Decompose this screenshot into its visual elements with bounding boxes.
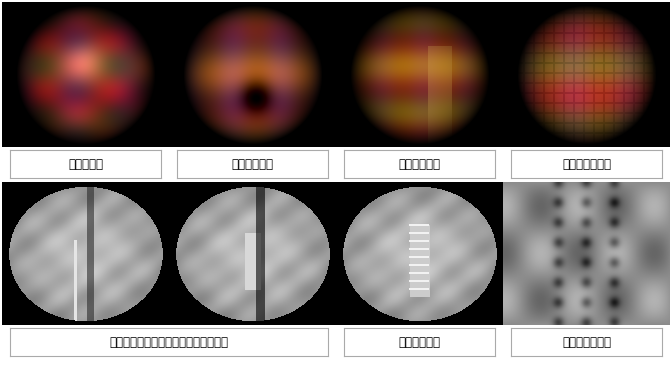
Text: ステント通過: ステント通過 [399,158,440,171]
Text: ステント通過: ステント通過 [399,336,440,349]
Text: ステント留置後: ステント留置後 [562,158,611,171]
Text: 腫瘍狭窄部: 腫瘍狭窄部 [68,158,103,171]
Text: ステント留置後: ステント留置後 [562,336,611,349]
Text: 狭窄した管腔: 狭窄した管腔 [232,158,273,171]
Text: 狭窄部をガイドワイヤーが通過した所: 狭窄部をガイドワイヤーが通過した所 [109,336,228,349]
